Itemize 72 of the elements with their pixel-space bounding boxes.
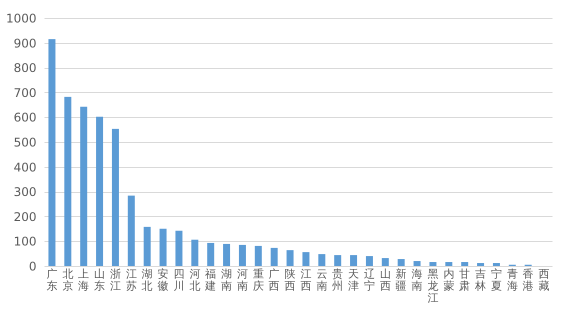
bar	[160, 228, 167, 266]
bar	[270, 248, 278, 266]
x-tick-label: 重庆	[252, 268, 264, 292]
x-tick-label: 甘肃	[459, 268, 470, 292]
x-tick-label: 香港	[522, 268, 534, 292]
bar	[350, 255, 358, 266]
y-tick-label: 300	[14, 185, 36, 200]
x-tick-label: 天津	[348, 268, 360, 292]
x-tick-label: 河北	[189, 268, 200, 292]
x-tick-label: 西藏	[538, 268, 550, 292]
bar	[286, 250, 294, 266]
bar	[254, 246, 262, 266]
x-tick-label: 吉林	[474, 268, 486, 292]
bar	[64, 96, 72, 266]
bar	[302, 252, 310, 266]
x-tick-label: 新疆	[396, 268, 407, 292]
y-tick-label: 500	[14, 136, 36, 150]
x-tick-label: 湖北	[142, 268, 153, 292]
y-tick-label: 0	[28, 260, 36, 274]
bar	[398, 259, 405, 266]
x-tick-label: 陕西	[284, 268, 296, 292]
bar	[144, 226, 151, 266]
y-tick-label: 1000	[6, 12, 36, 26]
bar	[492, 263, 500, 266]
x-tick-label: 广西	[268, 268, 280, 292]
bar	[318, 254, 326, 266]
x-tick-label: 内蒙	[443, 268, 454, 292]
bar	[207, 242, 214, 266]
x-tick-label: 云南	[316, 268, 328, 292]
x-tick-label: 山西	[380, 268, 391, 292]
x-tick-label: 福建	[204, 268, 216, 292]
x-tick-label: 宁夏	[490, 268, 502, 292]
x-tick-label: 上海	[78, 268, 90, 292]
bar	[128, 196, 135, 266]
x-tick-label: 湖南	[221, 268, 232, 292]
x-tick-label: 辽宁	[364, 268, 375, 292]
y-tick-label: 900	[14, 36, 36, 50]
bar	[48, 39, 56, 266]
x-tick-label: 海南	[412, 268, 423, 292]
x-tick-label: 四川	[173, 268, 184, 292]
bar	[96, 116, 104, 266]
x-tick-label: 广东	[46, 268, 58, 292]
bar	[382, 258, 389, 266]
y-tick-label: 700	[14, 86, 36, 100]
bar	[461, 262, 468, 266]
bar	[175, 230, 182, 266]
y-tick-label: 200	[14, 210, 36, 224]
bar	[429, 262, 436, 266]
bar	[334, 255, 342, 266]
x-tick-label: 江苏	[126, 268, 137, 292]
x-tick-label: 北京	[62, 268, 74, 292]
bar	[80, 106, 88, 266]
x-tick-label: 河南	[236, 268, 248, 292]
x-tick-label: 青海	[506, 268, 518, 292]
y-tick-label: 800	[14, 61, 36, 76]
y-tick-label: 100	[14, 234, 36, 249]
x-tick-label: 黑龙江	[427, 268, 438, 304]
bar	[477, 263, 484, 266]
x-tick-label: 山东	[94, 268, 106, 292]
bar	[414, 261, 421, 266]
bar	[223, 244, 230, 266]
bar	[238, 244, 246, 266]
y-tick-label: 600	[14, 110, 36, 125]
bar	[445, 262, 452, 266]
bar	[366, 256, 373, 266]
x-tick-label: 安徽	[158, 268, 169, 292]
bar	[191, 240, 198, 266]
x-tick-label: 浙江	[110, 268, 121, 292]
bar	[112, 128, 119, 266]
x-tick-label: 贵州	[332, 268, 344, 292]
x-tick-label: 江西	[300, 268, 312, 292]
y-tick-label: 400	[14, 160, 36, 174]
